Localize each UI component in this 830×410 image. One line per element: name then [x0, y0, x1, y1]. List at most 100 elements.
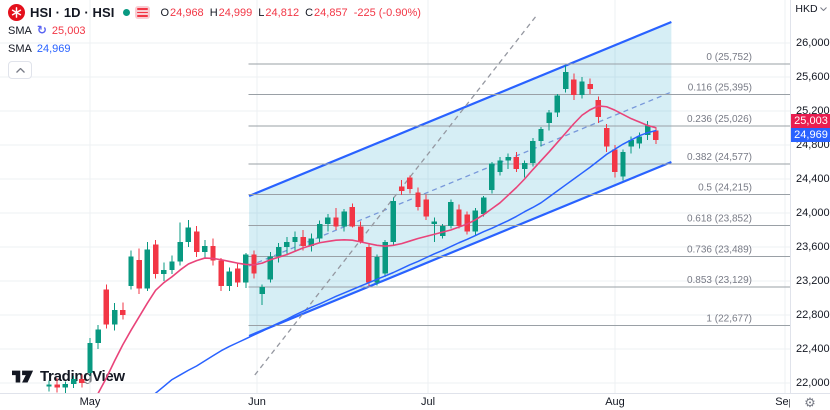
candle [530, 138, 536, 167]
change-value: -225 (-0.90%) [353, 6, 421, 19]
candle [275, 242, 282, 263]
candle [374, 254, 380, 286]
month-label: Jun [248, 396, 266, 408]
fib-level-label: 1 (22,677) [706, 313, 752, 324]
candle [546, 110, 552, 131]
candle [292, 231, 298, 251]
fib-level-label: 0.382 (24,577) [687, 152, 752, 163]
fib-retracement-drawing[interactable]: 0 (25,752) 0.116 (25,395) 0.236 (25,026) 0.… [248, 52, 790, 326]
candle [103, 284, 110, 329]
close-value: 24,857 [314, 6, 348, 19]
close-label: C [305, 6, 314, 19]
month-label: Jul [420, 396, 436, 408]
candle [128, 250, 134, 290]
candle [612, 145, 618, 178]
candle [579, 77, 585, 99]
candle [300, 230, 306, 251]
candle [144, 241, 151, 292]
candle [415, 187, 421, 211]
candle [431, 217, 438, 242]
symbol-row: HSI · 1D · HSI O 24,968 H 24,999 L 24,812 C… [8, 4, 421, 21]
candle [193, 225, 200, 258]
candle [423, 194, 429, 220]
fib-level-label: 0.853 (23,129) [687, 275, 752, 286]
market-status-dot-icon[interactable] [123, 9, 131, 16]
candle [390, 197, 397, 246]
candle [595, 96, 602, 123]
indicator-row-sma-fast[interactable]: SMA ↻ 25,003 [8, 22, 421, 39]
price-tick-label: 24,400 [796, 173, 830, 185]
symbol-title[interactable]: HSI · 1D · HSI [30, 5, 115, 20]
low-value: 24,812 [265, 6, 300, 19]
candle [456, 204, 462, 229]
month-label: Sep [775, 396, 790, 408]
candle [210, 238, 216, 266]
low-label: L [258, 6, 265, 19]
candle [513, 151, 520, 173]
candle [480, 196, 487, 217]
price-tick-label: 25,600 [796, 71, 830, 83]
candle [267, 252, 274, 283]
symbol-logo-icon[interactable] [8, 4, 25, 21]
price-tick-label: 24,000 [796, 207, 830, 219]
candle [136, 248, 142, 294]
price-tick-label: 22,000 [796, 377, 830, 389]
candle [161, 262, 167, 282]
price-tick-label: 23,600 [796, 241, 830, 253]
candle [357, 221, 364, 244]
candle [562, 65, 569, 93]
candle [54, 377, 60, 393]
fib-level-label: 0.236 (25,026) [687, 114, 752, 125]
time-axis[interactable]: May Jun Jul Aug Sep [0, 393, 790, 410]
candle [243, 252, 249, 288]
indicator-row-sma-slow[interactable]: SMA 24,969 [8, 40, 421, 57]
sma_fast-line[interactable] [90, 105, 657, 393]
open-label: O [160, 6, 170, 19]
candle [177, 222, 183, 266]
candle [521, 160, 528, 178]
candle [407, 175, 413, 194]
sma_slow-line[interactable] [147, 129, 657, 393]
price-tick-label: 24,800 [796, 139, 830, 151]
tradingview-logo-icon [12, 370, 34, 383]
symbol-menu-icon[interactable] [135, 6, 151, 19]
chevron-down-icon [819, 7, 827, 11]
chevron-up-icon [15, 67, 25, 73]
fib-level-label: 0.736 (23,489) [687, 244, 752, 255]
tradingview-wordmark: TradingView [40, 368, 125, 385]
candle [398, 179, 405, 196]
settings-gear-icon[interactable]: ⚙ [804, 395, 816, 410]
candle [87, 337, 93, 377]
fib-level-label: 0 (25,752) [706, 52, 752, 63]
candle [341, 208, 347, 232]
fib-level-label: 0.116 (25,395) [688, 82, 752, 93]
candle [644, 121, 651, 140]
candle [234, 263, 241, 287]
candle [472, 207, 479, 236]
price-scale[interactable]: HKD 26,000 25,600 25,200 24,800 24,400 24,000… [790, 0, 830, 393]
plot-area[interactable]: 0 (25,752) 0.116 (25,395) 0.236 (25,026) 0.… [0, 0, 790, 393]
candle [259, 284, 265, 305]
candle [70, 376, 77, 389]
candle [554, 94, 561, 117]
month-label: May [79, 396, 101, 408]
fib-level-label: 0.618 (23,852) [687, 214, 752, 225]
candle [366, 243, 372, 287]
axis-settings-corner: ⚙ [790, 393, 830, 410]
candle [152, 240, 159, 279]
candle [169, 255, 175, 275]
candle [571, 73, 577, 100]
candle [218, 258, 224, 292]
legend-collapse-button[interactable] [8, 61, 32, 79]
open-value: 24,968 [170, 6, 204, 19]
ohlc-values: O 24,968 H 24,999 L 24,812 C 24,857 -225 (-0… [160, 7, 420, 19]
chart-pane[interactable]: 0 (25,752) 0.116 (25,395) 0.236 (25,026) 0.… [0, 0, 790, 393]
candle [62, 381, 69, 393]
month-label: Aug [605, 396, 625, 408]
indicator-price-badge: 24,969 [791, 128, 830, 142]
candle [333, 207, 339, 231]
gridlines [0, 0, 790, 393]
currency-selector[interactable]: HKD [791, 3, 830, 15]
candle [308, 233, 315, 252]
